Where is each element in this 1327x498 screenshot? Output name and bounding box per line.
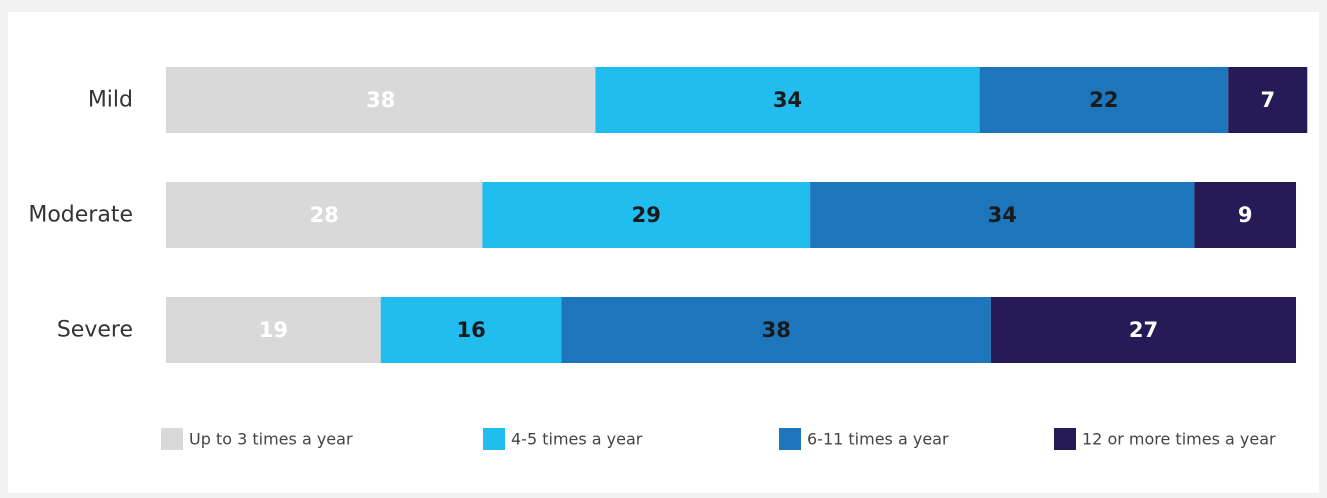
bars	[166, 67, 1308, 363]
bar-segment-moderate-12-or-more-times-a-year	[1194, 182, 1296, 248]
data-label-severe-4-5-times-a-year: 16	[456, 318, 485, 342]
category-label-mild: Mild	[88, 88, 133, 113]
data-label-mild-4-5-times-a-year: 34	[773, 88, 802, 112]
data-label-moderate-6-11-times-a-year: 34	[988, 203, 1017, 227]
bar-segment-moderate-6-11-times-a-year	[810, 182, 1195, 248]
bar-segment-mild-up-to-3-times-a-year	[166, 67, 596, 133]
legend-item-12-or-more-times-a-year: 12 or more times a year	[1054, 428, 1276, 450]
category-labels: Mild Moderate Severe	[28, 88, 133, 343]
data-label-severe-up-to-3-times-a-year: 19	[259, 318, 288, 342]
bar-segment-moderate-4-5-times-a-year	[482, 182, 811, 248]
data-label-moderate-12-or-more-times-a-year: 9	[1238, 203, 1253, 227]
bar-segment-mild-6-11-times-a-year	[979, 67, 1229, 133]
legend: Up to 3 times a year 4-5 times a year 6-11…	[161, 428, 1276, 450]
bar-segment-severe-6-11-times-a-year	[561, 297, 991, 363]
bar-segment-mild-4-5-times-a-year	[595, 67, 980, 133]
bar-segment-mild-12-or-more-times-a-year	[1228, 67, 1308, 133]
category-label-moderate: Moderate	[28, 203, 133, 228]
legend-label-4-5-times-a-year: 4-5 times a year	[511, 430, 643, 449]
data-label-mild-6-11-times-a-year: 22	[1089, 88, 1118, 112]
data-label-mild-12-or-more-times-a-year: 7	[1260, 88, 1275, 112]
legend-item-4-5-times-a-year: 4-5 times a year	[483, 428, 643, 450]
bar-segment-severe-up-to-3-times-a-year	[166, 297, 381, 363]
legend-label-12-or-more-times-a-year: 12 or more times a year	[1082, 430, 1276, 449]
legend-item-6-11-times-a-year: 6-11 times a year	[779, 428, 949, 450]
legend-swatch-6-11-times-a-year	[779, 428, 801, 450]
data-label-severe-6-11-times-a-year: 38	[762, 318, 791, 342]
category-label-severe: Severe	[57, 318, 133, 343]
segment-labels: 38 34 22 7 28 29 34 9 19 16 38 27	[259, 88, 1275, 342]
bar-segment-severe-4-5-times-a-year	[380, 297, 562, 363]
data-label-moderate-up-to-3-times-a-year: 28	[310, 203, 339, 227]
legend-item-up-to-3-times-a-year: Up to 3 times a year	[161, 428, 353, 450]
legend-label-up-to-3-times-a-year: Up to 3 times a year	[189, 430, 353, 449]
legend-swatch-up-to-3-times-a-year	[161, 428, 183, 450]
bar-segment-moderate-up-to-3-times-a-year	[166, 182, 483, 248]
data-label-severe-12-or-more-times-a-year: 27	[1129, 318, 1158, 342]
legend-label-6-11-times-a-year: 6-11 times a year	[807, 430, 949, 449]
legend-swatch-4-5-times-a-year	[483, 428, 505, 450]
legend-swatch-12-or-more-times-a-year	[1054, 428, 1076, 450]
data-label-moderate-4-5-times-a-year: 29	[632, 203, 661, 227]
bar-segment-severe-12-or-more-times-a-year	[990, 297, 1296, 363]
data-label-mild-up-to-3-times-a-year: 38	[366, 88, 395, 112]
